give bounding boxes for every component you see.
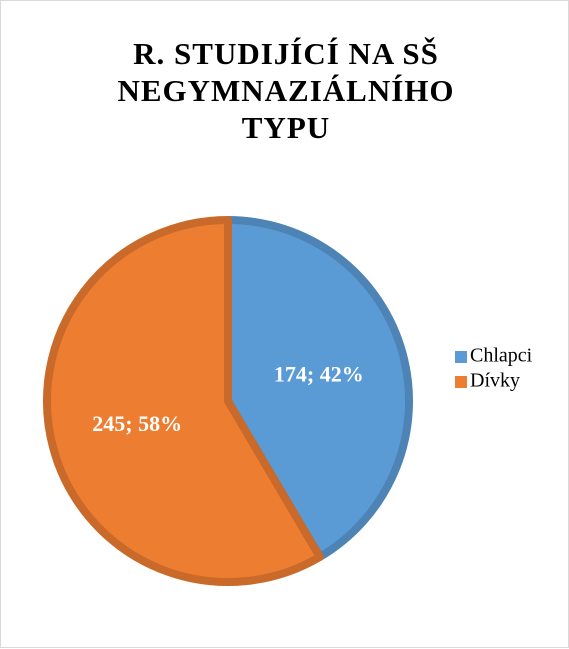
data-label: 245; 58% (92, 411, 182, 436)
legend-label: Chlapci (470, 345, 533, 367)
chart-title: R. STUDIJÍCÍ NA SŠ NEGYMNAZIÁLNÍHO TYPU (117, 36, 455, 145)
legend-label: Dívky (470, 370, 520, 392)
pie-slice (43, 216, 324, 586)
legend-swatch (455, 351, 467, 363)
legend-swatch (455, 376, 467, 388)
data-label: 174; 42% (274, 361, 364, 386)
